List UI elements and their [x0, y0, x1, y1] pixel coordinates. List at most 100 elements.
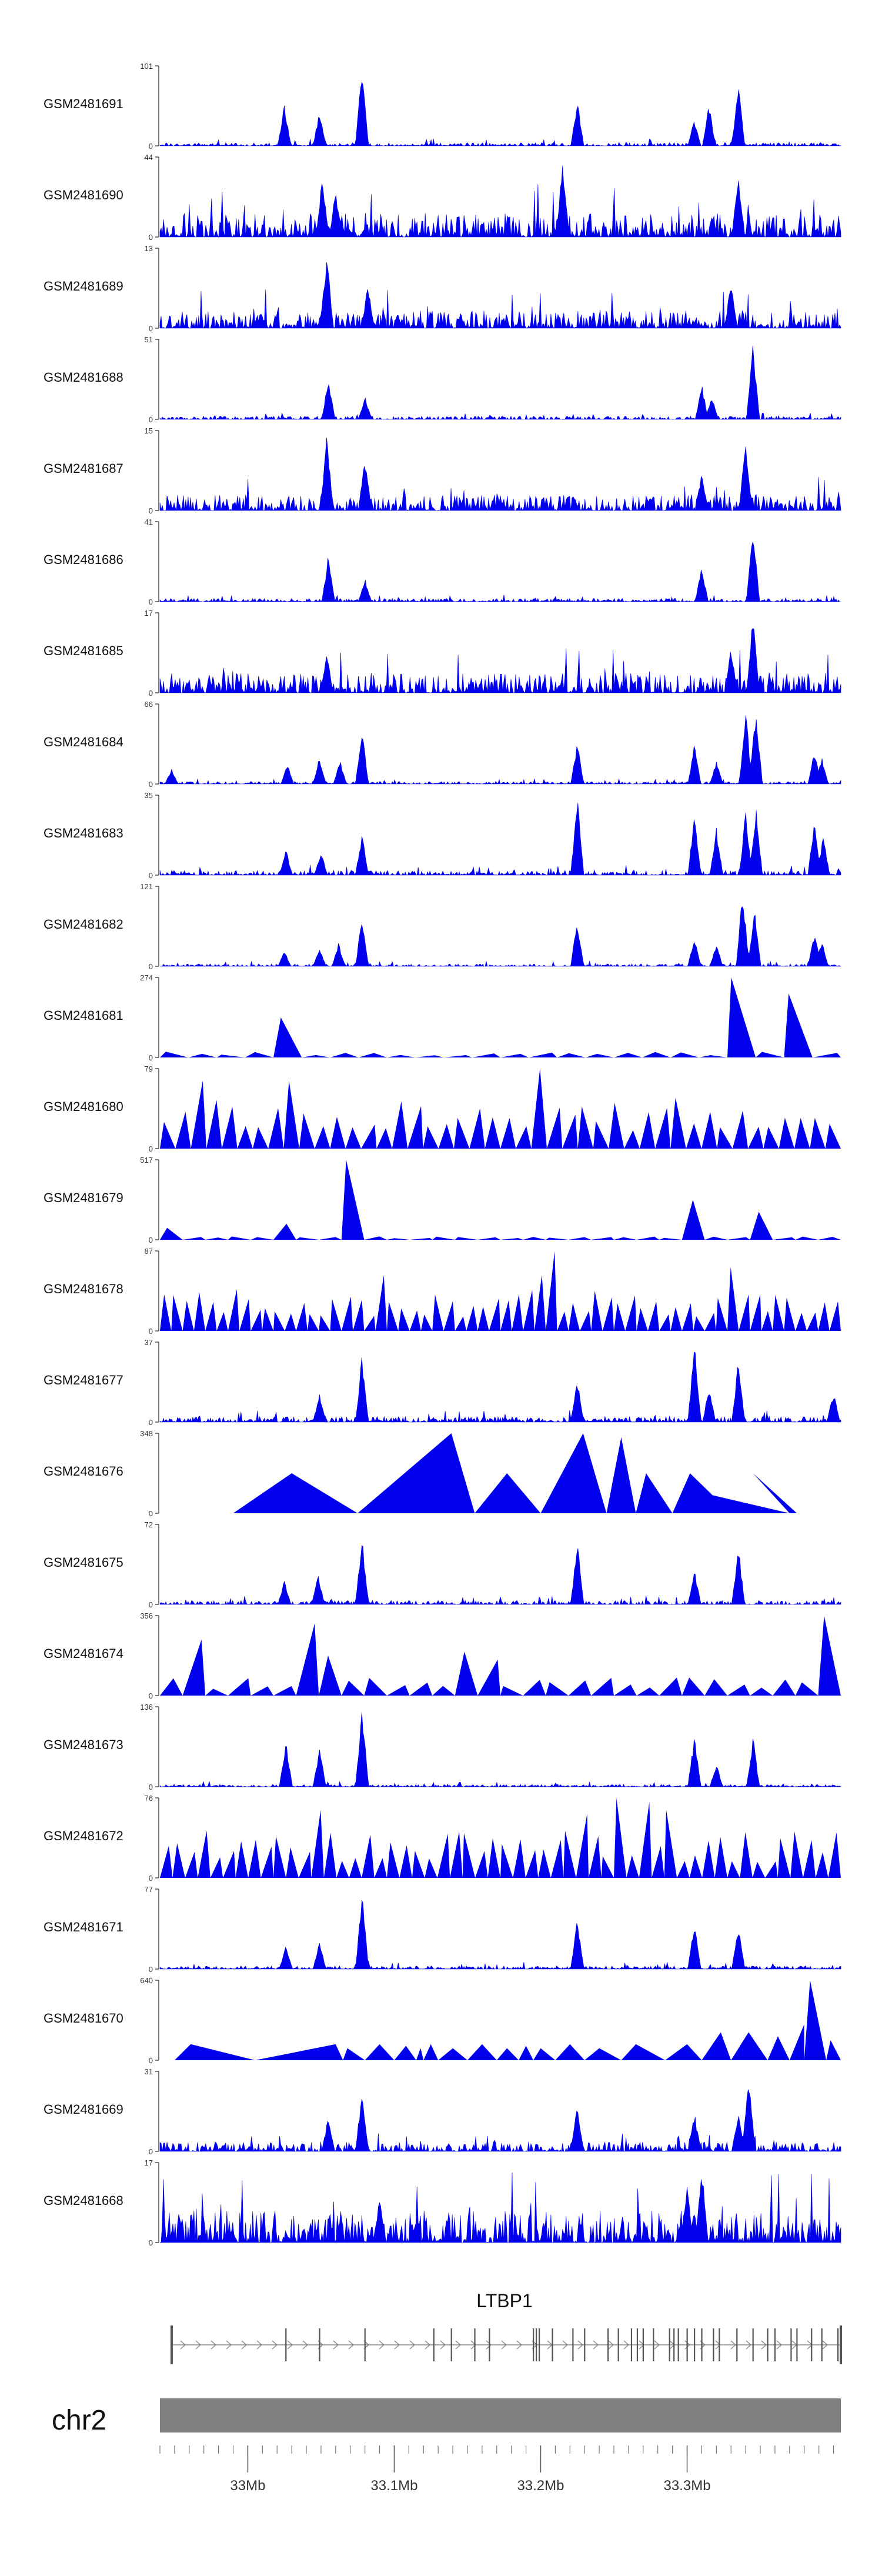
coverage-triangle [409, 1310, 421, 1331]
coverage-triangle [580, 1310, 592, 1331]
coverage-triangle [273, 1223, 296, 1240]
coverage-triangle [533, 2048, 556, 2060]
coverage-triangle [550, 1840, 564, 1878]
strand-arrow [715, 2340, 721, 2350]
gene-exon [677, 2328, 679, 2361]
y-max-label: 72 [145, 1520, 153, 1529]
coverage-triangle [795, 1682, 818, 1696]
strand-arrow [730, 2340, 736, 2350]
coverage-triangle [302, 1055, 330, 1057]
coverage-signal [159, 1545, 841, 1606]
track-GSM2481685: GSM2481685 17 0 [44, 609, 841, 698]
coverage-triangle [803, 1840, 816, 1878]
coverage-triangle [761, 1311, 773, 1331]
y-min-label: 0 [149, 324, 153, 333]
coverage-triangle [547, 1107, 563, 1149]
coverage-triangle [753, 1473, 797, 1513]
coverage-triangle [727, 1861, 740, 1878]
x-tick-label: 33.1Mb [370, 2478, 417, 2494]
coverage-triangle [740, 1832, 753, 1878]
coverage-triangle [443, 1301, 455, 1331]
coverage-triangle [432, 1294, 444, 1331]
coverage-triangle [443, 1055, 472, 1057]
strand-arrow [761, 2340, 767, 2350]
coverage-signal [159, 165, 841, 238]
gene-annotation-track: LTBP1 [170, 2290, 842, 2364]
coverage-triangle [563, 1830, 576, 1878]
coverage-triangle [319, 1656, 342, 1696]
coverage-triangle [268, 1108, 284, 1149]
coverage-triangle [285, 1313, 296, 1331]
coverage-triangle [773, 1679, 796, 1696]
coverage-triangle [228, 1236, 251, 1240]
coverage-triangle [228, 1678, 251, 1696]
x-tick-label: 33.2Mb [517, 2478, 564, 2494]
track-GSM2481668: GSM2481668 17 0 [44, 2158, 841, 2247]
track-GSM2481687: GSM2481687 15 0 [44, 426, 841, 515]
track-label: GSM2481670 [44, 2011, 123, 2026]
coverage-triangle [529, 1052, 557, 1057]
coverage-triangle [222, 1106, 238, 1149]
coverage-triangle [614, 1798, 627, 1878]
coverage-triangle [172, 1843, 185, 1878]
track-label: GSM2481674 [44, 1646, 123, 1661]
coverage-triangle [485, 1117, 500, 1149]
coverage-triangle [466, 1306, 478, 1331]
coverage-triangle [642, 1052, 671, 1057]
x-tick-label: 33.3Mb [663, 2478, 710, 2494]
gene-exon [450, 2328, 452, 2361]
gene-exon [653, 2328, 654, 2361]
coverage-triangle [248, 1840, 261, 1878]
strand-arrow [379, 2340, 385, 2350]
y-max-label: 51 [145, 335, 153, 344]
coverage-triangle [606, 1437, 636, 1513]
coverage-triangle [171, 1294, 183, 1331]
strand-arrow [272, 2340, 278, 2350]
strand-arrow [256, 2340, 262, 2350]
coverage-triangle [670, 1307, 682, 1331]
coverage-triangle [311, 1810, 324, 1878]
y-min-label: 0 [149, 233, 153, 242]
gene-exon [584, 2328, 586, 2361]
coverage-triangle [185, 1851, 198, 1878]
gene-exon [617, 2328, 619, 2361]
coverage-triangle [686, 1123, 702, 1149]
coverage-triangle [704, 1679, 727, 1696]
coverage-triangle [205, 1302, 217, 1331]
coverage-triangle [273, 1836, 286, 1878]
coverage-triangle [450, 1831, 463, 1878]
coverage-triangle [681, 1677, 705, 1696]
track-label: GSM2481689 [44, 279, 123, 293]
y-min-label: 0 [149, 1691, 153, 1700]
coverage-triangle [376, 1128, 392, 1149]
coverage-triangle [665, 2044, 702, 2060]
coverage-triangle [624, 1130, 640, 1149]
coverage-triangle [500, 1118, 516, 1149]
coverage-triangle [374, 1858, 387, 1878]
coverage-triangle [223, 1851, 236, 1878]
gene-exon [607, 2328, 609, 2361]
coverage-triangle [336, 1861, 349, 1878]
coverage-triangle [523, 1237, 546, 1240]
coverage-triangle [732, 1110, 749, 1149]
track-label: GSM2481683 [44, 826, 123, 840]
track-GSM2481682: GSM2481682 121 0 [44, 882, 841, 971]
coverage-triangle [614, 1684, 637, 1696]
coverage-triangle [555, 2044, 585, 2060]
track-label: GSM2481679 [44, 1190, 123, 1205]
coverage-triangle [175, 1112, 191, 1149]
coverage-signal [159, 628, 841, 694]
coverage-triangle [546, 1682, 569, 1696]
coverage-signal [159, 81, 841, 147]
coverage-triangle [160, 1052, 189, 1057]
coverage-triangle [174, 2044, 255, 2060]
coverage-triangle [250, 1686, 273, 1696]
y-min-label: 0 [149, 415, 153, 424]
coverage-triangle [349, 1858, 362, 1878]
gene-exon [774, 2328, 776, 2361]
y-max-label: 77 [145, 1885, 153, 1894]
coverage-triangle [432, 1686, 455, 1696]
coverage-triangle [807, 1312, 818, 1331]
track-GSM2481683: GSM2481683 35 0 [44, 791, 841, 880]
